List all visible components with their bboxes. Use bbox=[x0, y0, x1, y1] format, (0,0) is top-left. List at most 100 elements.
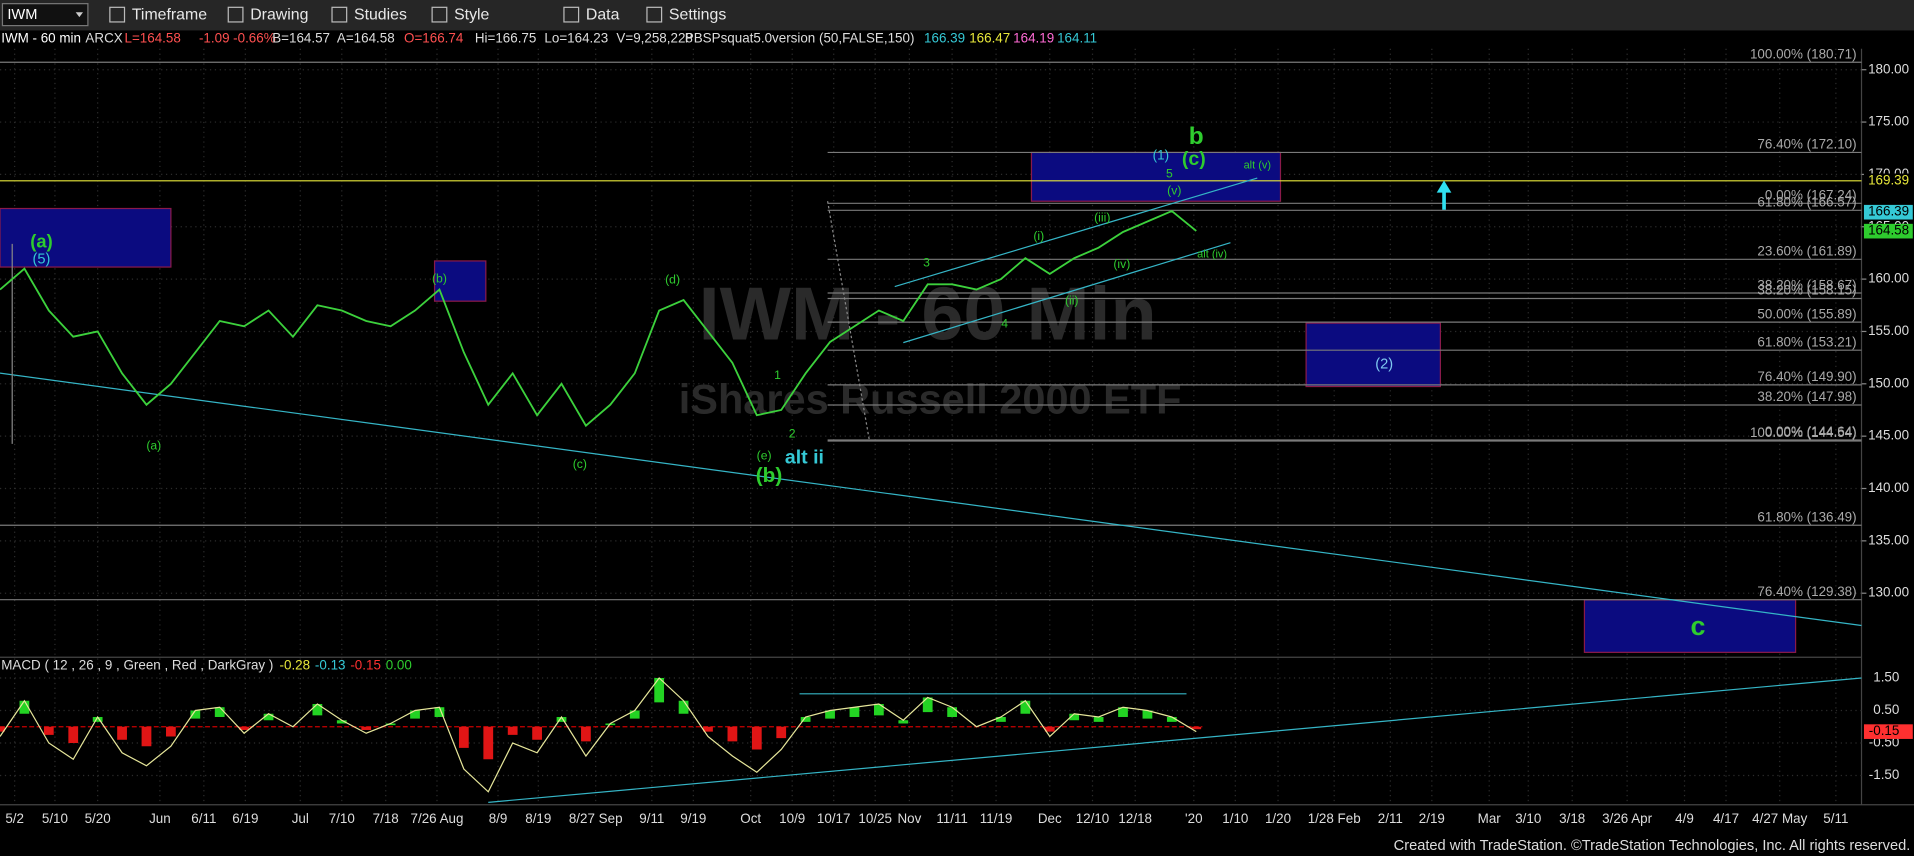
histogram-bar bbox=[1142, 710, 1153, 719]
fib-label: 76.40% (149.90) bbox=[1757, 369, 1856, 384]
menu-button[interactable]: Drawing bbox=[250, 6, 308, 23]
quote-field: ARCX bbox=[85, 31, 122, 46]
wave-label: (c) bbox=[1182, 148, 1206, 170]
histogram-bar bbox=[849, 707, 860, 717]
wave-label: (ii) bbox=[1065, 293, 1079, 307]
histogram-bar bbox=[117, 726, 127, 740]
histogram-bar bbox=[873, 703, 884, 716]
histogram-bar bbox=[361, 726, 372, 730]
macd-trendline bbox=[488, 677, 1862, 803]
x-tick-label: 11/11 bbox=[936, 811, 968, 826]
histogram-bar bbox=[239, 726, 250, 730]
price-marker bbox=[1863, 204, 1913, 220]
x-tick-label: 12/18 bbox=[1118, 811, 1152, 826]
watermark-title: IWM - 60 Min bbox=[699, 272, 1157, 356]
quote-field: B=164.57 bbox=[272, 31, 330, 46]
price-marker-label: 166.39 bbox=[1868, 204, 1909, 219]
histogram-bar bbox=[92, 716, 103, 722]
histogram-bar bbox=[190, 710, 201, 719]
quote-field: V=9,258,228 bbox=[616, 31, 692, 46]
y-tick-label: 145.00 bbox=[1868, 428, 1909, 443]
menu-button[interactable]: Settings bbox=[669, 6, 726, 23]
x-tick-label: 6/11 bbox=[191, 811, 216, 826]
price-marker bbox=[1863, 173, 1913, 189]
target-box bbox=[433, 260, 487, 302]
fib-label: 0.00% (144.64) bbox=[1765, 424, 1857, 439]
footer: Created with TradeStation. ©TradeStation… bbox=[1394, 838, 1911, 854]
wave-label: 3 bbox=[923, 256, 930, 270]
y-tick-label: 140.00 bbox=[1868, 480, 1909, 495]
histogram-bar bbox=[166, 726, 176, 737]
histogram-bar bbox=[43, 726, 54, 735]
y-tick-label: 0.50 bbox=[1873, 702, 1899, 717]
menu-icon[interactable] bbox=[109, 6, 126, 23]
menu-button[interactable]: Timeframe bbox=[132, 6, 207, 23]
x-tick-label: 3/26 Apr bbox=[1602, 811, 1653, 826]
macd-marker bbox=[1863, 724, 1913, 739]
symbol[interactable]: IWM bbox=[7, 7, 37, 23]
quote-field: O=166.74 bbox=[404, 31, 464, 46]
x-tick-label: Dec bbox=[1038, 811, 1062, 826]
histogram-bar bbox=[556, 716, 567, 722]
channel-line bbox=[903, 242, 1231, 344]
menu-button[interactable]: Style bbox=[454, 6, 489, 23]
quote-field: L=164.58 bbox=[125, 31, 181, 46]
histogram-bar bbox=[1191, 726, 1202, 730]
histogram-bar bbox=[458, 726, 469, 748]
menu-icon[interactable] bbox=[431, 6, 448, 23]
price-marker-label: 164.58 bbox=[1868, 223, 1909, 238]
target-box bbox=[0, 207, 172, 268]
menu-icon[interactable] bbox=[331, 6, 348, 23]
fib-label: 61.80% (153.21) bbox=[1757, 334, 1856, 349]
wave-label: 4 bbox=[1001, 317, 1008, 331]
histogram-bar bbox=[434, 707, 445, 717]
x-tick-label: Nov bbox=[897, 811, 921, 826]
quote-field: IWM - 60 min bbox=[1, 31, 81, 46]
quote-field: -1.09 bbox=[199, 31, 230, 46]
histogram-bar bbox=[629, 710, 640, 719]
x-tick-label: 4/27 May bbox=[1752, 811, 1807, 826]
study-header-value: -0.15 bbox=[350, 657, 381, 672]
histogram-bar bbox=[410, 710, 420, 719]
wave-label: 5 bbox=[1166, 167, 1173, 181]
x-tick-label: 8/27 Sep bbox=[569, 811, 623, 826]
menu-icon[interactable] bbox=[563, 6, 580, 23]
y-tick-label: 160.00 bbox=[1868, 271, 1909, 286]
histogram-bar bbox=[1118, 707, 1128, 717]
dropdown-arrow bbox=[75, 12, 84, 18]
menu-button[interactable]: Studies bbox=[354, 6, 407, 23]
fib-label: 38.20% (158.15) bbox=[1757, 283, 1856, 298]
info-bar bbox=[0, 30, 1914, 49]
x-tick-label: 1/10 bbox=[1222, 811, 1248, 826]
study-header-value: -0.13 bbox=[315, 657, 346, 672]
channel-line bbox=[894, 177, 1258, 288]
x-tick-label: 10/17 bbox=[817, 811, 851, 826]
quote-field: PBSPsquat5.0version (50,FALSE,150) bbox=[685, 31, 915, 46]
symbol-box[interactable] bbox=[1, 3, 89, 27]
menu-button[interactable]: Data bbox=[586, 6, 620, 23]
wave-label: b bbox=[1189, 123, 1204, 150]
menu-icon[interactable] bbox=[227, 6, 244, 23]
x-tick-label: 4/9 bbox=[1675, 811, 1694, 826]
histogram-bar bbox=[19, 700, 30, 714]
study-value: 164.19 bbox=[1013, 31, 1054, 46]
x-tick-label: 7/18 bbox=[373, 811, 399, 826]
dotted-line bbox=[827, 201, 870, 440]
x-tick-label: 4/17 bbox=[1713, 811, 1739, 826]
x-tick-label: 9/11 bbox=[639, 811, 664, 826]
histogram-bar bbox=[1093, 716, 1104, 722]
study-value: 166.47 bbox=[969, 31, 1010, 46]
fib-label: 50.00% (155.89) bbox=[1757, 306, 1856, 321]
fib-label: 76.40% (172.10) bbox=[1757, 137, 1856, 152]
y-tick-label: -1.50 bbox=[1869, 767, 1900, 782]
y-tick-label: 180.00 bbox=[1868, 61, 1909, 76]
wave-label: alt (v) bbox=[1244, 160, 1271, 172]
histogram-bar bbox=[336, 720, 347, 724]
histogram-bar bbox=[141, 726, 152, 747]
wave-label: (iii) bbox=[1094, 210, 1110, 224]
fib-label: 100.00% (180.71) bbox=[1750, 47, 1857, 62]
menu-icon[interactable] bbox=[646, 6, 663, 23]
wave-label: 2 bbox=[789, 426, 796, 440]
